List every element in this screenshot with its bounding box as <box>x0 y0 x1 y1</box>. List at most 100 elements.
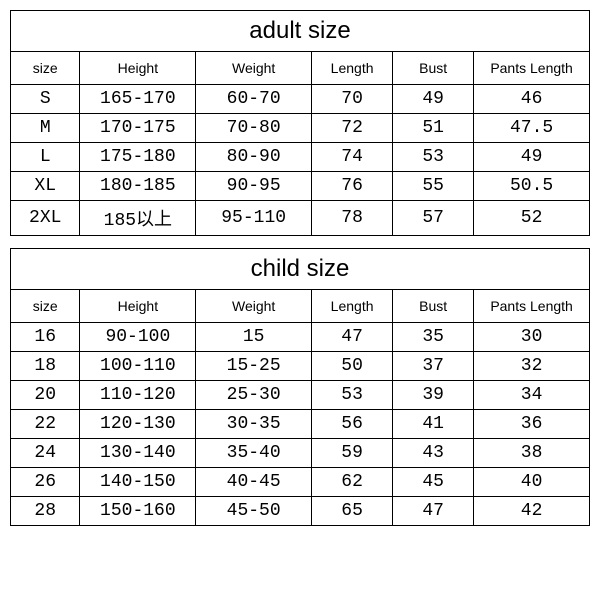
child-cell: 22 <box>11 410 80 439</box>
child-cell: 62 <box>312 468 393 497</box>
adult-row: M170-17570-80725147.5 <box>11 114 590 143</box>
child-cell: 150-160 <box>80 497 196 526</box>
child-header-5: Pants Length <box>474 290 590 323</box>
child-cell: 36 <box>474 410 590 439</box>
adult-cell: 70 <box>312 85 393 114</box>
adult-title: adult size <box>11 11 590 52</box>
child-row: 20110-12025-30533934 <box>11 381 590 410</box>
child-cell: 41 <box>393 410 474 439</box>
adult-header-1: Height <box>80 52 196 85</box>
child-cell: 40-45 <box>196 468 312 497</box>
child-cell: 25-30 <box>196 381 312 410</box>
child-cell: 39 <box>393 381 474 410</box>
adult-header-4: Bust <box>393 52 474 85</box>
child-cell: 18 <box>11 352 80 381</box>
adult-cell: 185以上 <box>80 201 196 236</box>
adult-cell: 74 <box>312 143 393 172</box>
child-cell: 34 <box>474 381 590 410</box>
child-cell: 24 <box>11 439 80 468</box>
child-cell: 35-40 <box>196 439 312 468</box>
adult-cell: 55 <box>393 172 474 201</box>
child-title: child size <box>11 249 590 290</box>
adult-cell: 46 <box>474 85 590 114</box>
child-header-4: Bust <box>393 290 474 323</box>
child-cell: 50 <box>312 352 393 381</box>
child-cell: 38 <box>474 439 590 468</box>
child-cell: 59 <box>312 439 393 468</box>
adult-cell: 180-185 <box>80 172 196 201</box>
adult-row: L175-18080-90745349 <box>11 143 590 172</box>
adult-cell: S <box>11 85 80 114</box>
child-cell: 15 <box>196 323 312 352</box>
adult-cell: 175-180 <box>80 143 196 172</box>
child-row: 22120-13030-35564136 <box>11 410 590 439</box>
adult-cell: 76 <box>312 172 393 201</box>
child-cell: 47 <box>393 497 474 526</box>
adult-header-2: Weight <box>196 52 312 85</box>
adult-cell: 53 <box>393 143 474 172</box>
adult-cell: M <box>11 114 80 143</box>
child-cell: 47 <box>312 323 393 352</box>
adult-cell: 72 <box>312 114 393 143</box>
child-cell: 32 <box>474 352 590 381</box>
adult-cell: 49 <box>393 85 474 114</box>
child-cell: 110-120 <box>80 381 196 410</box>
adult-cell: L <box>11 143 80 172</box>
child-cell: 130-140 <box>80 439 196 468</box>
adult-cell: 47.5 <box>474 114 590 143</box>
child-cell: 140-150 <box>80 468 196 497</box>
child-row: 28150-16045-50654742 <box>11 497 590 526</box>
child-cell: 45 <box>393 468 474 497</box>
adult-row: XL180-18590-95765550.5 <box>11 172 590 201</box>
adult-row: 2XL185以上95-110785752 <box>11 201 590 236</box>
child-cell: 53 <box>312 381 393 410</box>
adult-header-5: Pants Length <box>474 52 590 85</box>
child-cell: 28 <box>11 497 80 526</box>
child-header-3: Length <box>312 290 393 323</box>
adult-cell: 165-170 <box>80 85 196 114</box>
child-row: 24130-14035-40594338 <box>11 439 590 468</box>
adult-size-table: adult sizesizeHeightWeightLengthBustPant… <box>10 10 590 236</box>
child-cell: 43 <box>393 439 474 468</box>
child-size-table: child sizesizeHeightWeightLengthBustPant… <box>10 248 590 526</box>
adult-cell: 49 <box>474 143 590 172</box>
adult-cell: 170-175 <box>80 114 196 143</box>
adult-cell: 78 <box>312 201 393 236</box>
child-header-1: Height <box>80 290 196 323</box>
child-cell: 16 <box>11 323 80 352</box>
adult-cell: 51 <box>393 114 474 143</box>
child-cell: 45-50 <box>196 497 312 526</box>
child-row: 1690-10015473530 <box>11 323 590 352</box>
adult-cell: 2XL <box>11 201 80 236</box>
child-row: 18100-11015-25503732 <box>11 352 590 381</box>
adult-cell: 52 <box>474 201 590 236</box>
child-cell: 26 <box>11 468 80 497</box>
child-cell: 65 <box>312 497 393 526</box>
adult-cell: 70-80 <box>196 114 312 143</box>
child-cell: 56 <box>312 410 393 439</box>
child-cell: 40 <box>474 468 590 497</box>
child-cell: 20 <box>11 381 80 410</box>
child-cell: 30-35 <box>196 410 312 439</box>
adult-header-0: size <box>11 52 80 85</box>
child-cell: 15-25 <box>196 352 312 381</box>
child-cell: 37 <box>393 352 474 381</box>
adult-cell: 95-110 <box>196 201 312 236</box>
adult-cell: 80-90 <box>196 143 312 172</box>
adult-cell: 50.5 <box>474 172 590 201</box>
child-cell: 90-100 <box>80 323 196 352</box>
adult-row: S165-17060-70704946 <box>11 85 590 114</box>
child-cell: 35 <box>393 323 474 352</box>
child-cell: 42 <box>474 497 590 526</box>
child-header-0: size <box>11 290 80 323</box>
child-cell: 120-130 <box>80 410 196 439</box>
child-row: 26140-15040-45624540 <box>11 468 590 497</box>
child-header-2: Weight <box>196 290 312 323</box>
adult-cell: 90-95 <box>196 172 312 201</box>
adult-cell: XL <box>11 172 80 201</box>
child-cell: 30 <box>474 323 590 352</box>
child-cell: 100-110 <box>80 352 196 381</box>
adult-cell: 57 <box>393 201 474 236</box>
adult-header-3: Length <box>312 52 393 85</box>
adult-cell: 60-70 <box>196 85 312 114</box>
